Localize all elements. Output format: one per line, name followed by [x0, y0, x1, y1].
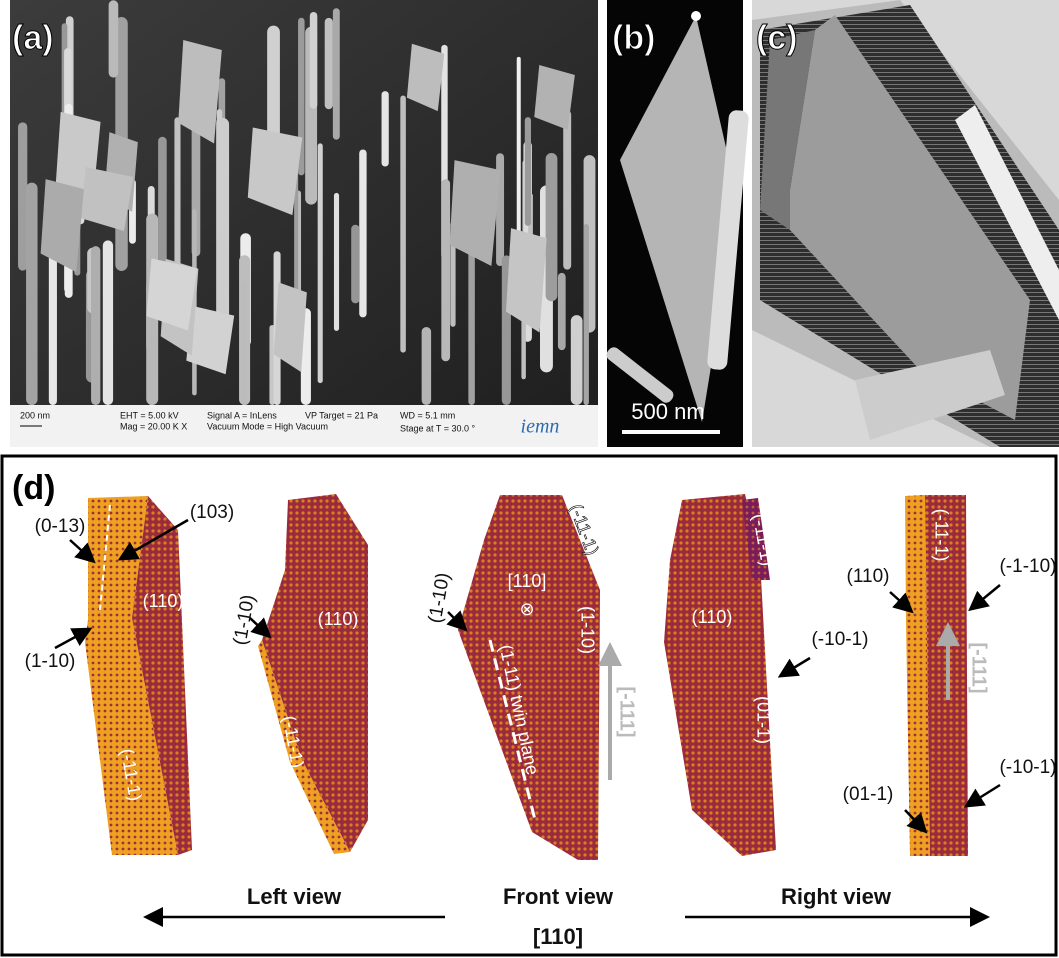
- nanowire: [109, 0, 119, 77]
- caption: Left view: [247, 884, 342, 909]
- logo: iemn: [521, 416, 560, 438]
- nanowire: [441, 179, 450, 361]
- facet-label: (-11-1): [931, 509, 951, 562]
- nanowire: [571, 315, 583, 405]
- figure: 200 nm EHT = 5.00 kV Mag = 20.00 K X Sig…: [0, 0, 1059, 958]
- nanowire: [468, 241, 474, 405]
- facet-label: (01-1): [843, 784, 894, 805]
- info: Signal A = InLens: [207, 410, 277, 420]
- nanowire: [422, 327, 431, 405]
- nanowire: [241, 282, 247, 405]
- info: Mag = 20.00 K X: [120, 421, 187, 431]
- facet-label: (1-10): [25, 651, 76, 672]
- nanowire: [400, 95, 406, 352]
- axis-symbol: ⊗: [519, 599, 534, 619]
- nanowire: [525, 117, 531, 226]
- nanowire: [325, 18, 333, 109]
- nanowire: [18, 122, 27, 270]
- facet-label: (-1-10): [999, 556, 1056, 577]
- info: EHT = 5.00 kV: [120, 410, 179, 420]
- panel-label: (b): [612, 19, 655, 57]
- nanowire: [334, 193, 339, 331]
- scale-label: 200 nm: [20, 410, 50, 420]
- scale-label: 500 nm: [631, 399, 704, 424]
- nanowire: [546, 153, 558, 301]
- nanowire: [318, 143, 323, 383]
- facet-label: (110): [847, 566, 890, 587]
- nanowire: [158, 137, 167, 263]
- nanowire: [103, 240, 113, 405]
- panel-label: (d): [12, 469, 55, 507]
- nanowire: [382, 91, 389, 166]
- facet-label: (1-10): [577, 606, 597, 654]
- caption: [110]: [533, 924, 583, 949]
- nanowire: [359, 149, 366, 317]
- nanowire: [584, 224, 589, 405]
- facet-label: (110): [692, 607, 733, 627]
- axis-label: [110]: [508, 571, 547, 591]
- info: Vacuum Mode = High Vacuum: [207, 421, 328, 431]
- facet-label: (-10-1): [999, 757, 1056, 778]
- nanowire: [558, 273, 566, 350]
- nanowire: [310, 12, 318, 109]
- facet-label: (110): [143, 591, 184, 611]
- nanowire: [563, 110, 571, 269]
- facet-label: (103): [190, 502, 234, 523]
- nanowire: [91, 246, 100, 405]
- facet-label: (110): [318, 609, 359, 629]
- facet-label: (-10-1): [811, 629, 868, 650]
- info: VP Target = 21 Pa: [305, 410, 378, 420]
- facet-label: (01-1): [753, 696, 773, 744]
- caption: Front view: [503, 884, 614, 909]
- caption: Right view: [781, 884, 892, 909]
- panel-label: (c): [756, 19, 798, 57]
- facet-label: (0-13): [35, 516, 86, 537]
- nanowire: [26, 183, 37, 405]
- nanowire: [216, 118, 229, 341]
- nanowire: [49, 252, 57, 405]
- shape: [691, 11, 701, 21]
- panel-a: 200 nm EHT = 5.00 kV Mag = 20.00 K X Sig…: [10, 0, 598, 447]
- panel-label: (a): [12, 19, 54, 57]
- direction-label: [-111]: [616, 686, 638, 737]
- panel-d: (d) (0-13) (103) (110) (1-10): [2, 456, 1057, 955]
- nanowire: [333, 8, 340, 139]
- nanowire: [351, 225, 359, 304]
- panel-c: (c): [752, 0, 1059, 447]
- panel-b: 500 nm (b): [604, 0, 749, 447]
- info: WD = 5.1 mm: [400, 410, 455, 420]
- info: Stage at T = 30.0 °: [400, 423, 475, 433]
- direction-label: [-111]: [968, 642, 990, 693]
